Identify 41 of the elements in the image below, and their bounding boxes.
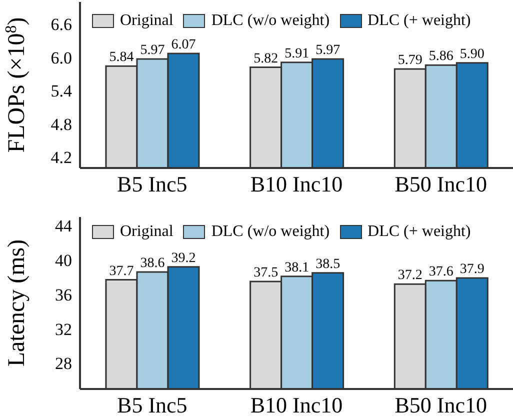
y-tick-label: 5.4: [50, 82, 72, 101]
data-label: 5.79: [398, 52, 422, 68]
data-label: 38.6: [140, 256, 165, 272]
x-tick-label: B10 Inc10: [250, 392, 343, 418]
data-label: 37.5: [254, 266, 278, 280]
x-tick-label: B5 Inc5: [117, 392, 188, 418]
data-label: 5.84: [109, 50, 134, 66]
legend-label: DLC (w/o weight): [211, 223, 330, 241]
x-tick-label: B50 Inc10: [394, 392, 487, 418]
data-label: 5.90: [460, 46, 484, 62]
legend-label: Original: [120, 12, 174, 30]
y-tick-label: 32: [55, 320, 72, 339]
data-label: 37.2: [398, 268, 422, 284]
y-tick-label: 6.6: [50, 15, 72, 34]
x-tick-label: B5 Inc5: [117, 172, 188, 197]
data-label: 39.2: [171, 250, 196, 266]
data-label: 5.91: [284, 46, 310, 62]
data-label: 38.5: [316, 256, 340, 272]
y-tick-label: 40: [55, 251, 72, 270]
y-tick-label: 4.2: [50, 148, 72, 167]
data-label: 37.6: [428, 264, 454, 280]
y-tick-label: 28: [55, 354, 72, 374]
data-label: 38.1: [284, 260, 310, 276]
y-axis-title: Latency (ms): [4, 239, 30, 367]
data-label: 37.7: [109, 264, 134, 279]
data-label: 5.97: [140, 42, 165, 58]
y-tick-label: 44: [55, 216, 72, 236]
data-label: 5.97: [316, 42, 340, 58]
data-label: 5.86: [428, 49, 454, 64]
legend-label: DLC (w/o weight): [211, 12, 330, 30]
y-tick-label: 36: [55, 285, 72, 304]
data-label: 37.9: [460, 262, 484, 278]
y-tick-label: 4.8: [50, 114, 72, 134]
data-label: 5.82: [254, 51, 278, 66]
x-tick-label: B50 Inc10: [394, 172, 487, 197]
legend-label: DLC (+ weight): [368, 223, 471, 241]
data-label: 6.07: [171, 37, 196, 52]
legend-label: DLC (+ weight): [368, 12, 471, 30]
x-tick-label: B10 Inc10: [250, 172, 343, 197]
legend-label: Original: [120, 223, 174, 241]
y-tick-label: 6.0: [50, 48, 72, 68]
